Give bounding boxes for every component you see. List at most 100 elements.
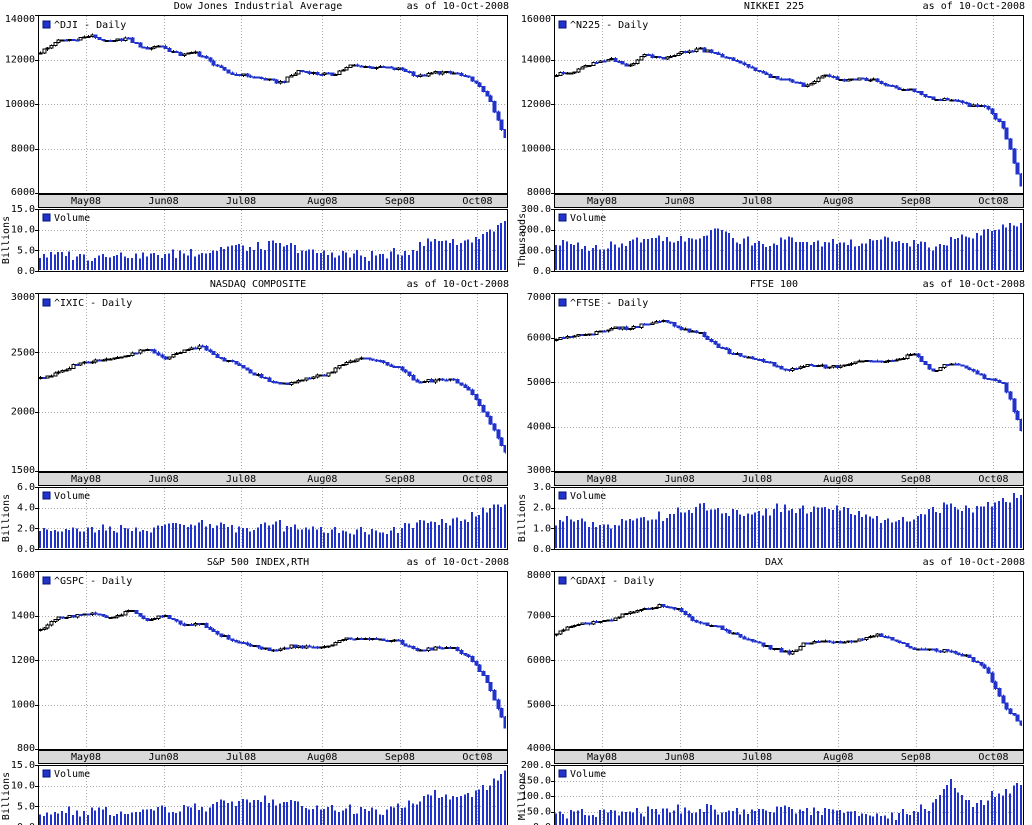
volume-tick-label: 0.0 xyxy=(17,822,35,825)
gridlines xyxy=(39,294,506,548)
volume-swatch-icon xyxy=(558,769,567,778)
chart-header: Dow Jones Industrial Average as of 10-Oc… xyxy=(0,1,516,13)
x-axis-month-labels: May08 Jun08 Jul08 Aug08 Sep08 Oct08 xyxy=(587,196,1009,207)
price-tick-label: 8000 xyxy=(527,570,551,581)
volume-unit-label: Billions xyxy=(517,494,528,542)
volume-tick-label: 4.0 xyxy=(17,503,35,514)
volume-swatch-icon xyxy=(558,213,567,222)
as-of-label: as of 10-Oct-2008 xyxy=(406,557,509,568)
month-tick-label: Jul08 xyxy=(226,196,256,207)
month-tick-label: Sep08 xyxy=(385,474,415,485)
month-tick-label: Aug08 xyxy=(823,196,853,207)
y-axis-ticks xyxy=(35,293,38,550)
y-axis-labels: 8000 10000 12000 14000 16000 0.0 100.0 200.0 300… xyxy=(521,14,551,277)
month-tick-label: Oct08 xyxy=(462,474,492,485)
month-tick-label: Oct08 xyxy=(462,196,492,207)
month-tick-label: Sep08 xyxy=(901,474,931,485)
price-tick-label: 5000 xyxy=(527,377,551,388)
chart-title: FTSE 100 xyxy=(749,279,799,290)
volume-bars xyxy=(39,770,506,825)
legends: ^IXIC - Daily Volume xyxy=(42,298,132,502)
volume-tick-label: 15.0 xyxy=(11,760,35,771)
gridlines xyxy=(555,294,1022,548)
candles xyxy=(39,33,506,139)
volume-tick-label: 200.0 xyxy=(521,225,551,236)
x-axis-month-labels: May08 Jun08 Jul08 Aug08 Sep08 Oct08 xyxy=(587,474,1009,485)
y-axis-labels: 6000 8000 10000 12000 14000 0.0 5.0 10.0 15.0 xyxy=(5,14,35,277)
month-tick-label: Sep08 xyxy=(901,752,931,763)
price-tick-label: 1200 xyxy=(11,655,35,666)
plot-borders xyxy=(38,15,508,272)
chart-title: Dow Jones Industrial Average xyxy=(173,1,343,12)
as-of-label: as of 10-Oct-2008 xyxy=(922,557,1025,568)
gridlines xyxy=(555,572,1022,825)
volume-legend-label: Volume xyxy=(54,769,90,780)
volume-unit-label: Thousands xyxy=(517,213,528,267)
price-tick-label: 800 xyxy=(17,743,35,754)
legends: ^DJI - Daily Volume xyxy=(42,20,126,224)
volume-tick-label: 1.0 xyxy=(533,523,551,534)
month-tick-label: Oct08 xyxy=(462,752,492,763)
month-tick-label: Jun08 xyxy=(149,196,179,207)
volume-bars xyxy=(555,492,1022,548)
legends: ^GSPC - Daily Volume xyxy=(42,576,132,780)
price-tick-label: 7000 xyxy=(527,292,551,303)
price-tick-label: 14000 xyxy=(521,55,551,66)
month-tick-label: Jun08 xyxy=(665,752,695,763)
legends: ^FTSE - Daily Volume xyxy=(558,298,648,502)
series-swatch-icon xyxy=(558,298,567,307)
price-tick-label: 1400 xyxy=(11,611,35,622)
volume-tick-label: 0.0 xyxy=(533,544,551,555)
month-tick-label: Jun08 xyxy=(149,752,179,763)
volume-unit-label: Billions xyxy=(1,216,12,264)
chart-header: S&P 500 INDEX,RTH as of 10-Oct-2008 xyxy=(0,557,516,569)
volume-bars xyxy=(555,223,1022,270)
price-tick-label: 6000 xyxy=(11,187,35,198)
y-axis-ticks xyxy=(551,293,554,550)
as-of-label: as of 10-Oct-2008 xyxy=(922,279,1025,290)
month-tick-label: Jul08 xyxy=(226,474,256,485)
volume-tick-label: 200.0 xyxy=(521,760,551,771)
price-tick-label: 3000 xyxy=(11,292,35,303)
volume-legend-label: Volume xyxy=(570,491,606,502)
candlestick-chart: May08 Jun08 Jul08 Aug08 Sep08 Oct08 4000 5000 60… xyxy=(517,570,1024,825)
volume-tick-label: 300.0 xyxy=(521,204,551,215)
volume-tick-label: 0.0 xyxy=(533,266,551,277)
volume-bars xyxy=(39,220,506,270)
volume-tick-label: 3.0 xyxy=(533,482,551,493)
volume-tick-label: 100.0 xyxy=(521,245,551,256)
month-tick-label: Sep08 xyxy=(385,196,415,207)
y-axis-ticks xyxy=(551,15,554,272)
volume-legend-label: Volume xyxy=(570,213,606,224)
month-tick-label: Sep08 xyxy=(901,196,931,207)
volume-swatch-icon xyxy=(42,491,51,500)
chart-header: DAX as of 10-Oct-2008 xyxy=(516,557,1032,569)
volume-tick-label: 2.0 xyxy=(533,503,551,514)
volume-tick-label: 5.0 xyxy=(17,801,35,812)
price-tick-label: 12000 xyxy=(521,99,551,110)
series-swatch-icon xyxy=(42,20,51,29)
price-tick-label: 2500 xyxy=(11,347,35,358)
month-tick-label: Jun08 xyxy=(149,474,179,485)
y-axis-labels: 3000 4000 5000 6000 7000 0.0 1.0 2.0 3.0 xyxy=(527,292,551,555)
volume-legend-label: Volume xyxy=(54,213,90,224)
series-legend-label: ^GSPC - Daily xyxy=(54,576,132,587)
series-swatch-icon xyxy=(558,576,567,585)
price-tick-label: 1600 xyxy=(11,570,35,581)
x-axis-band xyxy=(38,194,508,208)
chart-title: DAX xyxy=(764,557,784,568)
x-axis-band xyxy=(554,750,1024,764)
month-tick-label: Jul08 xyxy=(226,752,256,763)
chart-title: NASDAQ COMPOSITE xyxy=(209,279,307,290)
price-tick-label: 8000 xyxy=(527,187,551,198)
x-axis-month-labels: May08 Jun08 Jul08 Aug08 Sep08 Oct08 xyxy=(71,474,493,485)
month-tick-label: Aug08 xyxy=(823,752,853,763)
volume-tick-label: 100.0 xyxy=(521,791,551,802)
as-of-label: as of 10-Oct-2008 xyxy=(922,1,1025,12)
x-axis-band xyxy=(38,472,508,486)
y-axis-ticks xyxy=(551,571,554,813)
candles xyxy=(39,344,506,454)
plot-borders xyxy=(38,293,508,550)
price-tick-label: 6000 xyxy=(527,655,551,666)
series-legend-label: ^N225 - Daily xyxy=(570,20,648,31)
